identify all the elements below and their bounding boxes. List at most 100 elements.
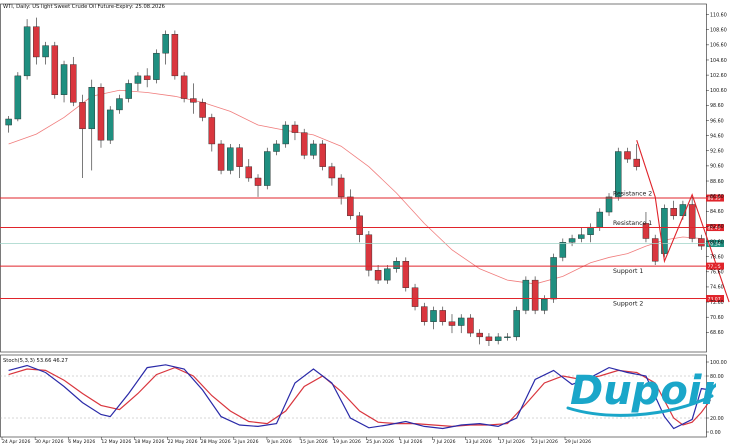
level-price-tag-text: 77.35 <box>708 264 721 270</box>
candle-body <box>5 118 12 126</box>
x-tick-label: 3 Jun 2026 <box>234 439 259 444</box>
y-tick-label: 88.60 <box>710 179 724 185</box>
candle <box>23 19 31 80</box>
candle <box>106 106 114 144</box>
candle <box>568 234 576 247</box>
candle <box>254 174 262 197</box>
candle <box>143 68 151 88</box>
y-tick-label: 68.60 <box>710 330 724 336</box>
x-tick-label: 7 Jul 2026 <box>433 439 456 444</box>
candle-body <box>106 109 114 141</box>
candle-body <box>605 196 613 213</box>
candle-body <box>273 143 280 152</box>
candle-body <box>356 215 363 235</box>
y-tick-label: 84.60 <box>710 209 724 215</box>
stoch-tick-label: 100.00 <box>710 360 727 366</box>
candle <box>531 276 539 315</box>
candle-body <box>319 143 326 167</box>
candle-body <box>208 117 216 145</box>
stoch-panel-frame <box>0 354 707 438</box>
candle <box>14 72 22 122</box>
candle-body <box>51 45 59 95</box>
level-price-tag <box>706 224 724 232</box>
candle-body <box>670 208 677 217</box>
candle <box>374 265 382 284</box>
candle <box>393 257 400 273</box>
stoch-k-line <box>8 364 711 430</box>
y-tick-label: 86.60 <box>710 194 724 200</box>
candle <box>615 147 622 201</box>
candle <box>79 94 86 178</box>
x-tick-label: 19 Jun 2026 <box>333 439 361 444</box>
level-label: Support 2 <box>613 301 643 308</box>
x-tick-label: 1 Jul 2026 <box>399 439 422 444</box>
candle <box>494 333 502 345</box>
candle-body <box>374 270 382 281</box>
level-label: Resistance 2 <box>613 191 652 198</box>
candle-body <box>615 151 622 198</box>
candle-body <box>300 132 308 156</box>
candle <box>208 113 216 152</box>
candle-body <box>23 26 31 77</box>
candle-body <box>60 64 68 95</box>
candle <box>578 227 585 243</box>
level-price-tag-text: 73.07 <box>708 296 721 302</box>
candle <box>162 30 169 65</box>
candle-body <box>162 34 169 54</box>
candle <box>688 196 696 243</box>
x-tick-label: 30 Apr 2026 <box>35 439 63 444</box>
candle-body <box>430 310 437 322</box>
candle <box>153 49 160 84</box>
candle <box>661 204 668 258</box>
candle-body <box>698 238 705 247</box>
candle <box>651 234 659 265</box>
candle-body <box>494 336 502 341</box>
stoch-label: Stoch(5,3,3) 53.66 46.27 <box>3 358 68 364</box>
candle-body <box>14 75 22 120</box>
candle-body <box>522 279 530 311</box>
candle <box>457 314 465 334</box>
candle <box>448 314 456 334</box>
y-tick-label: 94.60 <box>710 133 724 139</box>
candle-body <box>457 317 465 326</box>
candle <box>134 72 142 91</box>
candle-body <box>439 310 446 322</box>
candle <box>605 193 613 216</box>
candle-body <box>531 279 539 311</box>
candle <box>384 265 391 284</box>
candle <box>698 234 705 250</box>
candle-body <box>578 234 585 239</box>
candle <box>245 159 253 182</box>
candle <box>421 302 428 326</box>
candle <box>199 98 206 122</box>
candle <box>365 230 373 277</box>
candle-body <box>476 332 483 338</box>
y-tick-label: 76.60 <box>710 270 724 276</box>
level-label: Support 1 <box>613 268 643 275</box>
candle <box>476 329 483 345</box>
chart-title: WTI, Daily: US light Sweet Crude Oil Fut… <box>3 4 165 10</box>
y-tick-label: 108.60 <box>710 28 727 34</box>
x-tick-label: 17 Jul 2026 <box>499 439 525 444</box>
candle-body <box>227 147 234 171</box>
candle-body <box>661 208 668 254</box>
candle <box>171 30 179 80</box>
candle-body <box>236 147 243 167</box>
candle-body <box>310 143 317 156</box>
y-tick-label: 106.60 <box>710 43 727 49</box>
candle-body <box>347 196 354 217</box>
candle <box>190 83 197 114</box>
candle-body <box>679 204 687 217</box>
x-tick-label: 13 Jul 2026 <box>466 439 492 444</box>
candle-body <box>282 124 289 145</box>
y-tick-label: 102.60 <box>710 73 727 79</box>
stoch-tick-label: 0.00 <box>710 430 721 436</box>
x-tick-label: 25 Jun 2026 <box>366 439 394 444</box>
candle <box>264 147 271 190</box>
y-tick-label: 78.60 <box>710 254 724 260</box>
x-tick-label: 22 May 2026 <box>168 439 198 444</box>
y-tick-label: 74.60 <box>710 285 724 291</box>
candle-body <box>393 261 400 269</box>
